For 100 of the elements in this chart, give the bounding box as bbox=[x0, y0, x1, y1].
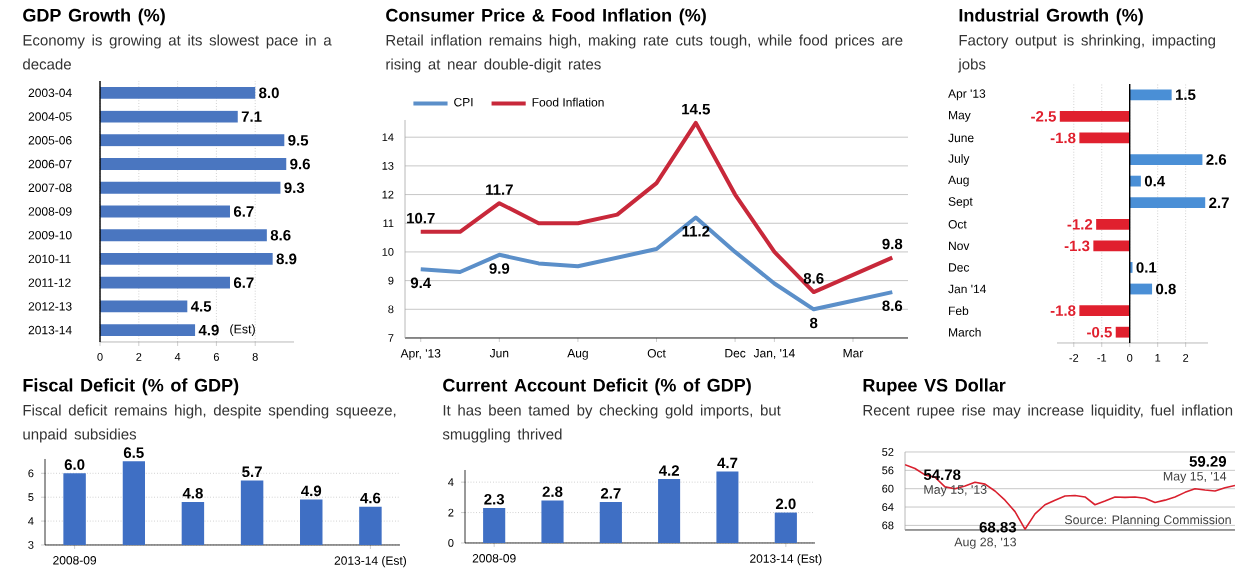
y-tick-label: 2003-04 bbox=[28, 88, 72, 98]
bar bbox=[1129, 154, 1203, 165]
y-tick-label: 2011-12 bbox=[28, 278, 71, 287]
x-tick-label: 8 bbox=[252, 353, 258, 361]
data-label: -1.8 bbox=[1050, 132, 1076, 144]
data-label: 2.7 bbox=[600, 488, 621, 499]
data-label: 11.2 bbox=[682, 225, 710, 237]
data-label: -1.3 bbox=[1064, 240, 1090, 252]
data-label: 0.8 bbox=[1156, 283, 1176, 295]
y-tick-label: Nov bbox=[949, 241, 970, 251]
bar bbox=[599, 501, 622, 544]
bar bbox=[1115, 326, 1130, 338]
data-label: 4.6 bbox=[360, 492, 381, 504]
y-tick-label: May bbox=[949, 111, 971, 122]
chart-subtitle: Retail inflation remains high, making rate cuts tough, while food prices are rising at near double-digit rates bbox=[386, 34, 903, 73]
y-tick-label: Sept bbox=[948, 197, 973, 209]
text: Aug 28, '13 bbox=[954, 537, 1017, 549]
data-label: 8.6 bbox=[882, 300, 903, 312]
chart-title: Fiscal Deficit (% of GDP) bbox=[23, 378, 239, 396]
annotation: May 15, '13 bbox=[924, 485, 987, 497]
y-tick-label: 52 bbox=[882, 448, 894, 456]
y-tick-label: 12 bbox=[382, 190, 394, 199]
data-label: 2.0 bbox=[775, 498, 796, 510]
bar bbox=[100, 158, 287, 171]
y-tick-label: Jan '14 bbox=[948, 284, 987, 294]
y-tick-label: 5 bbox=[28, 493, 34, 502]
x-tick-label: Mar bbox=[843, 349, 864, 358]
data-label: 0.1 bbox=[1136, 262, 1157, 273]
y-tick-label: 0 bbox=[448, 539, 454, 547]
y-tick-label: June bbox=[948, 133, 974, 143]
data-label: 6.7 bbox=[233, 206, 254, 217]
data-label: 6.0 bbox=[64, 459, 85, 470]
data-label: 9.4 bbox=[410, 277, 432, 289]
x-tick-label: Apr, '13 bbox=[400, 349, 441, 360]
bar bbox=[100, 229, 267, 242]
chart-subtitle: Factory output is shrinking, impacting jobs bbox=[958, 34, 1215, 73]
bar bbox=[1129, 283, 1153, 295]
bar bbox=[1129, 262, 1133, 273]
chart-title: Consumer Price & Food Inflation (%) bbox=[386, 8, 706, 26]
chart-subtitle: Economy is growing at its slowest pace in a decade bbox=[23, 34, 332, 70]
data-label: 8 bbox=[809, 317, 818, 329]
data-label: 5.7 bbox=[242, 466, 262, 478]
y-tick-label: Aug bbox=[948, 175, 969, 187]
x-tick-label: Aug bbox=[567, 349, 588, 360]
bar bbox=[658, 479, 681, 544]
bar bbox=[1079, 305, 1130, 317]
y-tick-label: 3 bbox=[28, 541, 34, 549]
data-label: 2.6 bbox=[1206, 154, 1227, 165]
x-tick-label: 0 bbox=[97, 353, 103, 361]
y-tick-label: 64 bbox=[882, 503, 894, 511]
bar bbox=[1129, 175, 1141, 187]
bar bbox=[100, 300, 188, 313]
x-tick-label: 2013-14 (Est) bbox=[334, 556, 407, 568]
y-tick-label: 2010-11 bbox=[28, 254, 71, 264]
x-tick-label: 2 bbox=[1183, 354, 1189, 362]
bar bbox=[100, 324, 196, 337]
y-tick-label: 2012-13 bbox=[28, 302, 72, 311]
x-tick-label: 6 bbox=[213, 353, 219, 361]
bar bbox=[100, 253, 273, 265]
data-label: 54.78 bbox=[923, 469, 961, 481]
y-tick-label: 13 bbox=[382, 162, 394, 170]
bar bbox=[483, 508, 506, 544]
chart-title: Rupee VS Dollar bbox=[863, 378, 1006, 396]
data-label: 2.7 bbox=[1209, 197, 1229, 208]
chart-subtitle: Recent rupee rise may increase liquidity, fuel inflation bbox=[863, 404, 1233, 419]
bar bbox=[1129, 197, 1206, 209]
bar bbox=[1093, 240, 1130, 252]
y-tick-label: 6 bbox=[28, 469, 34, 478]
x-tick-label: Dec bbox=[725, 349, 746, 358]
y-tick-label: 10 bbox=[382, 248, 394, 256]
bar bbox=[716, 471, 739, 544]
data-label: 68.83 bbox=[979, 521, 1017, 533]
data-label: 2.3 bbox=[484, 494, 505, 505]
annotation: May 15, '14 bbox=[1163, 471, 1227, 484]
bar bbox=[100, 276, 230, 289]
bar bbox=[1079, 132, 1130, 144]
data-label: 7.1 bbox=[241, 111, 262, 122]
annotation: (Est) bbox=[230, 324, 255, 336]
x-tick-label: -1 bbox=[1097, 354, 1107, 362]
data-label: 4.7 bbox=[717, 457, 738, 469]
data-label: 9.5 bbox=[288, 135, 309, 146]
data-label: 2.8 bbox=[542, 486, 563, 498]
data-label: 4.5 bbox=[190, 301, 212, 312]
x-tick-label: -2 bbox=[1069, 354, 1079, 362]
chart-title: Current Account Deficit (% of GDP) bbox=[443, 378, 751, 396]
data-label: 4.9 bbox=[301, 485, 322, 497]
x-tick-label: 2 bbox=[136, 353, 142, 361]
y-tick-label: 4 bbox=[28, 517, 34, 525]
data-label: 4.8 bbox=[182, 488, 203, 499]
y-tick-label: 60 bbox=[882, 484, 894, 493]
x-tick-label: 2008-09 bbox=[53, 556, 97, 565]
x-tick-label: Jun bbox=[489, 349, 509, 358]
y-tick-label: 2013-14 bbox=[28, 325, 72, 335]
data-label: -1.8 bbox=[1050, 305, 1076, 316]
data-label: -2.5 bbox=[1031, 111, 1056, 122]
bar bbox=[1129, 89, 1172, 101]
data-label: 8.0 bbox=[259, 87, 279, 99]
y-tick-label: 11 bbox=[383, 219, 394, 228]
chart-subtitle: Fiscal deficit remains high, despite spending squeeze, unpaid subsidies bbox=[23, 404, 396, 443]
data-label: 8.6 bbox=[803, 273, 824, 284]
